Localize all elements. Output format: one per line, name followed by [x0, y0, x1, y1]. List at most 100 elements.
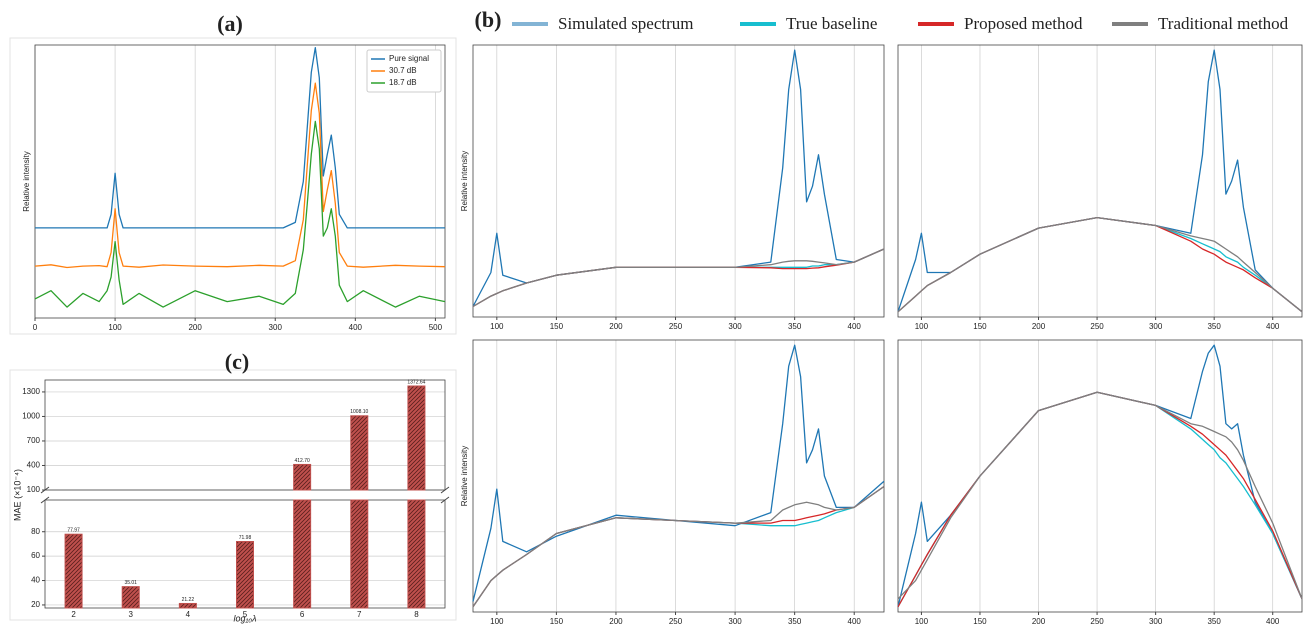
x-tick-label: 300 — [269, 323, 283, 332]
plot-frame — [44, 379, 446, 491]
x-tick-label: 300 — [1149, 617, 1163, 624]
series-line — [472, 344, 885, 602]
panel-label: (c) — [225, 349, 249, 374]
x-tick-label: 4 — [186, 610, 191, 619]
x-axis-label: log₁₀λ — [233, 613, 256, 623]
series-line — [897, 216, 1303, 313]
axis-break — [440, 496, 450, 504]
x-tick-label: 100 — [490, 617, 504, 624]
panel-label: (a) — [217, 11, 243, 36]
y-tick-label: 100 — [27, 485, 41, 494]
bar-upper-part — [293, 463, 312, 491]
plot-frame — [897, 44, 1303, 318]
plot-frame — [472, 339, 885, 613]
axis-break — [40, 496, 50, 504]
x-tick-label: 100 — [915, 617, 929, 624]
x-tick-label: 200 — [188, 323, 202, 332]
legend-label: 30.7 dB — [389, 66, 417, 75]
bar — [64, 533, 83, 609]
x-tick-label: 400 — [848, 322, 862, 331]
panel-label: (b) — [475, 7, 502, 32]
y-tick-label: 400 — [27, 461, 41, 470]
value-label: 412.70 — [294, 458, 310, 464]
series-line — [472, 248, 885, 308]
axis-break — [440, 486, 450, 494]
legend-label: Traditional method — [1158, 14, 1289, 33]
x-tick-label: 350 — [788, 617, 802, 624]
x-tick-label: 7 — [357, 610, 362, 619]
x-tick-label: 350 — [1207, 322, 1221, 331]
y-tick-label: 1300 — [22, 387, 40, 396]
y-tick-label: 700 — [27, 436, 41, 445]
x-tick-label: 100 — [108, 323, 122, 332]
bar — [178, 602, 197, 609]
series-line — [35, 47, 445, 229]
x-tick-label: 200 — [1032, 617, 1046, 624]
y-tick-label: 1000 — [22, 412, 40, 421]
x-tick-label: 200 — [609, 617, 623, 624]
legend-label: Proposed method — [964, 14, 1083, 33]
series-line — [897, 216, 1303, 313]
series-line — [472, 485, 885, 608]
legend-label: Simulated spectrum — [558, 14, 694, 33]
bar-lower-part — [293, 499, 312, 609]
series-line — [897, 391, 1303, 608]
bar-upper-part — [407, 385, 426, 491]
series-line — [472, 485, 885, 608]
x-tick-label: 300 — [728, 617, 742, 624]
value-label: 35.01 — [124, 580, 137, 586]
x-tick-label: 350 — [788, 322, 802, 331]
y-tick-label: 40 — [31, 576, 40, 585]
y-axis-label: Relative intensity — [460, 446, 469, 506]
x-tick-label: 150 — [973, 322, 987, 331]
series-line — [472, 248, 885, 308]
y-axis-label: Relative intensity — [22, 151, 31, 211]
value-label: 71.98 — [239, 535, 252, 541]
x-tick-label: 8 — [414, 610, 419, 619]
legend-box — [366, 49, 442, 93]
x-tick-label: 400 — [1266, 617, 1280, 624]
x-tick-label: 2 — [71, 610, 76, 619]
x-tick-label: 400 — [848, 617, 862, 624]
panel-a-box — [9, 37, 457, 335]
y-axis-label: MAE (×10⁻⁴) — [12, 469, 22, 521]
value-label: 1372.64 — [407, 379, 425, 385]
bar — [121, 586, 140, 609]
x-tick-label: 3 — [128, 610, 133, 619]
legend-label: Pure signal — [389, 54, 429, 63]
series-line — [34, 82, 446, 269]
legend-label: True baseline — [786, 14, 877, 33]
x-tick-label: 500 — [429, 323, 443, 332]
series-line — [472, 248, 885, 308]
x-tick-label: 5 — [243, 610, 248, 619]
y-tick-label: 20 — [31, 600, 40, 609]
x-tick-label: 6 — [300, 610, 305, 619]
plot-frame — [472, 44, 885, 318]
series-line — [897, 49, 1303, 313]
x-tick-label: 0 — [33, 323, 38, 332]
x-tick-label: 250 — [1090, 617, 1104, 624]
y-tick-label: 60 — [31, 551, 40, 560]
bar — [236, 541, 254, 609]
x-tick-label: 250 — [669, 322, 683, 331]
x-tick-label: 250 — [669, 617, 683, 624]
value-label: 1008.10 — [350, 409, 368, 415]
plot-frame — [897, 339, 1303, 613]
series-line — [34, 120, 446, 308]
axis-break — [40, 486, 50, 494]
panel-c-box — [9, 369, 457, 621]
y-tick-label: 80 — [31, 527, 40, 536]
legend-label: 18.7 dB — [389, 78, 417, 87]
value-label: 21.22 — [182, 597, 195, 603]
plot-frame — [34, 44, 446, 319]
series-line — [472, 49, 885, 307]
x-tick-label: 100 — [490, 322, 504, 331]
x-tick-label: 150 — [550, 322, 564, 331]
x-tick-label: 200 — [609, 322, 623, 331]
x-tick-label: 400 — [349, 323, 363, 332]
x-tick-label: 400 — [1266, 322, 1280, 331]
series-line — [897, 391, 1303, 608]
series-line — [897, 391, 1303, 600]
x-tick-label: 300 — [728, 322, 742, 331]
